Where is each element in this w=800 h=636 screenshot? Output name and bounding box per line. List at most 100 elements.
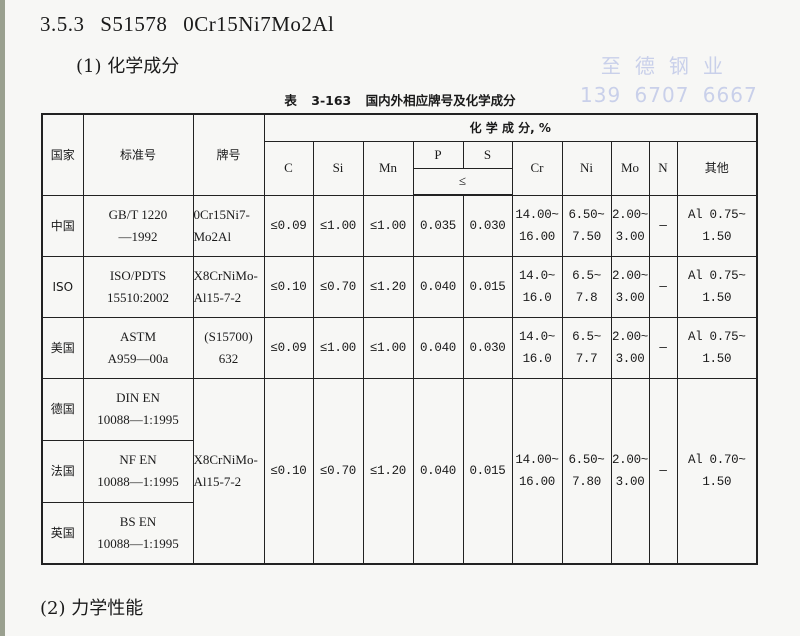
- grade-cell-line: 632: [218, 350, 239, 366]
- header-cr: Cr: [511, 140, 563, 196]
- standard-cell-line: 10088—1:1995: [97, 535, 179, 551]
- n-cell: —: [648, 194, 678, 257]
- c-cell: ≤0.09: [263, 316, 314, 379]
- cr-cell-line: 16.0: [522, 290, 552, 305]
- table-caption: 表 3-163 国内外相应牌号及化学成分: [284, 93, 516, 108]
- other-cell-line: 1.50: [702, 474, 732, 489]
- ni-cell-line: 7.8: [575, 290, 598, 305]
- p-cell: 0.040: [412, 255, 464, 318]
- grade-cell-line: X8CrNiMo-: [193, 451, 258, 467]
- s-cell: 0.015: [462, 377, 513, 565]
- header-composition: 化 学 成 分, %: [263, 113, 758, 142]
- country-cell: 英国: [41, 501, 84, 565]
- grade-cell: (S15700) 632: [192, 316, 265, 379]
- table-row: ISO ISO/PDTS 15510:2002 X8CrNiMo- Al15-7-2 ≤0…: [41, 255, 758, 318]
- header-standard: 标准号: [82, 113, 194, 196]
- table-row: 法国 NF EN 10088—1:1995: [41, 439, 757, 503]
- cr-cell-line: 14.0~: [518, 268, 555, 283]
- p-cell: 0.040: [412, 316, 464, 379]
- ni-cell-line: 6.50~: [568, 207, 605, 222]
- watermark: 至德钢业 139 6707 6667: [580, 54, 758, 107]
- other-cell-line: 1.50: [702, 290, 732, 305]
- cr-cell-line: 16.00: [518, 229, 555, 244]
- standard-cell: DIN EN 10088—1:1995: [82, 377, 194, 441]
- mo-cell: 2.00~ 3.00: [610, 316, 650, 379]
- mo-cell-line: 3.00: [615, 351, 645, 366]
- mo-cell-line: 3.00: [615, 290, 645, 305]
- header-c: C: [263, 140, 314, 196]
- si-cell: ≤1.00: [312, 194, 364, 257]
- table-row: 英国 BS EN 10088—1:1995: [41, 501, 757, 565]
- ni-cell-line: 6.5~: [572, 329, 601, 344]
- c-cell: ≤0.10: [263, 377, 314, 565]
- ni-cell-line: 7.50: [572, 229, 601, 244]
- other-cell: Al 0.75~ 1.50: [676, 194, 758, 257]
- other-cell: Al 0.75~ 1.50: [676, 255, 758, 318]
- s-cell: 0.015: [462, 255, 513, 318]
- ni-cell: 6.5~ 7.7: [561, 316, 612, 379]
- n-cell: —: [648, 377, 678, 565]
- si-cell: ≤1.00: [312, 316, 364, 379]
- ni-cell: 6.50~ 7.80: [561, 377, 612, 565]
- ni-cell-line: 6.50~: [568, 452, 605, 467]
- subsection-mechanical-properties: (2) 力学性能: [40, 598, 144, 619]
- si-cell: ≤0.70: [312, 255, 364, 318]
- header-n: N: [648, 140, 678, 196]
- cr-cell-line: 14.00~: [515, 452, 559, 467]
- country-cell: 中国: [41, 194, 84, 257]
- standard-cell: NF EN 10088—1:1995: [82, 439, 194, 503]
- header-other: 其他: [676, 140, 758, 196]
- standard-cell-line: BS EN: [119, 513, 157, 529]
- other-cell-line: 1.50: [702, 229, 732, 244]
- c-cell: ≤0.09: [263, 194, 314, 257]
- s-cell: 0.030: [462, 194, 513, 257]
- standard-cell-line: GB/T 1220: [108, 206, 168, 222]
- grade-cell-line: X8CrNiMo-: [193, 267, 258, 283]
- standard-cell-line: —1992: [118, 228, 158, 244]
- grade-cell: X8CrNiMo- Al15-7-2: [192, 377, 265, 565]
- c-cell: ≤0.10: [263, 255, 314, 318]
- other-cell-line: 1.50: [702, 351, 732, 366]
- standard-cell-line: NF EN: [119, 452, 157, 467]
- cr-cell-line: 14.0~: [518, 329, 555, 344]
- standard-cell-line: 15510:2002: [106, 289, 170, 305]
- mo-cell: 2.00~ 3.00: [610, 377, 650, 565]
- ni-cell-line: 7.7: [575, 351, 598, 366]
- other-cell-line: Al 0.75~: [687, 268, 746, 283]
- standard-cell-line: ASTM: [119, 328, 157, 344]
- cr-cell: 14.0~ 16.0: [511, 316, 563, 379]
- standard-cell-line: ISO/PDTS: [109, 267, 167, 283]
- other-cell: Al 0.70~ 1.50: [676, 377, 758, 565]
- mn-cell: ≤1.00: [362, 316, 414, 379]
- table-row: 中国 GB/T 1220 —1992 0Cr15Ni7- Mo2Al ≤0.09 ≤1.00…: [41, 194, 758, 257]
- grade-cell: X8CrNiMo- Al15-7-2: [192, 255, 265, 318]
- cr-cell-line: 16.00: [518, 474, 555, 489]
- cr-cell: 14.00~ 16.00: [511, 194, 563, 257]
- header-p: P: [412, 140, 464, 169]
- header-mn: Mn: [362, 140, 414, 196]
- subsection-chemical-composition: (1) 化学成分: [76, 56, 180, 77]
- n-cell: —: [648, 316, 678, 379]
- mo-cell-line: 3.00: [615, 229, 645, 244]
- grade-cell-line: Al15-7-2: [193, 473, 242, 489]
- standard-cell: ASTM A959—00a: [82, 316, 194, 379]
- page-edge: [0, 0, 5, 636]
- header-mo: Mo: [610, 140, 650, 196]
- mn-cell: ≤1.20: [362, 255, 414, 318]
- header-s: S: [462, 140, 513, 169]
- standard-cell-line: 10088—1:1995: [97, 474, 179, 489]
- composition-table: 国家 标准号 牌号 化 学 成 分, % C Si Mn P S Cr Ni M…: [41, 113, 758, 565]
- p-cell: 0.035: [412, 194, 464, 257]
- header-grade: 牌号: [192, 113, 265, 196]
- p-cell: 0.040: [412, 377, 464, 565]
- mn-cell: ≤1.00: [362, 194, 414, 257]
- other-cell-line: Al 0.70~: [687, 452, 746, 467]
- header-country: 国家: [41, 113, 84, 196]
- mo-cell-line: 3.00: [615, 474, 645, 489]
- mo-cell-line: 2.00~: [611, 207, 648, 222]
- ni-cell-line: 7.80: [572, 474, 601, 489]
- cr-cell: 14.00~ 16.00: [511, 377, 563, 565]
- standard-cell-line: 10088—1:1995: [97, 412, 179, 427]
- s-cell: 0.030: [462, 316, 513, 379]
- mo-cell: 2.00~ 3.00: [610, 194, 650, 257]
